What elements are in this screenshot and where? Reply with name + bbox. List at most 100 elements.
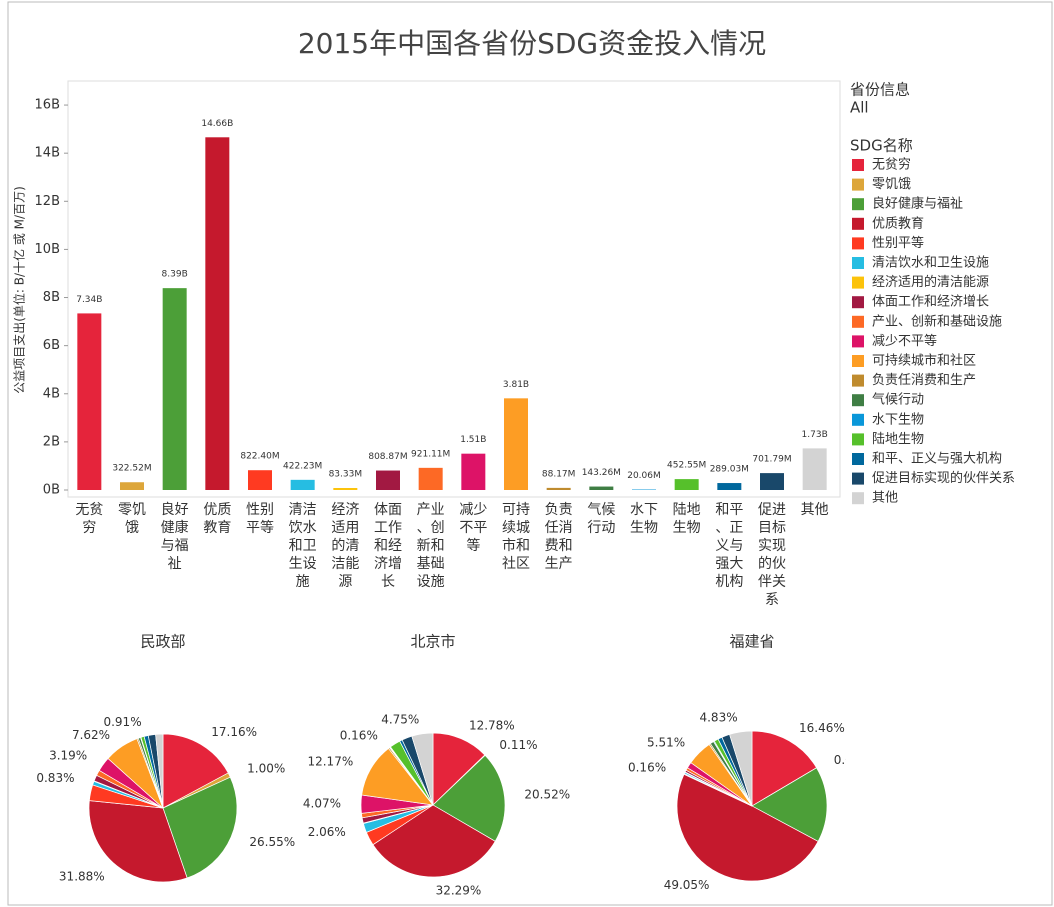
y-tick-label: 16B <box>35 98 60 113</box>
legend-title: SDG名称 <box>850 137 913 155</box>
legend-label: 产业、创新和基础设施 <box>872 313 1002 329</box>
pie-label: 16 <box>847 797 862 811</box>
pie-slice <box>432 754 506 842</box>
data-label: 1.51B <box>460 435 486 445</box>
bar <box>205 137 230 490</box>
legend-swatch <box>852 394 864 407</box>
data-label: 3.81B <box>503 380 529 390</box>
frame <box>7 1 1053 906</box>
legend-label: 零饥饿 <box>872 177 911 192</box>
bar <box>376 470 400 490</box>
pie-label: 17.16% <box>211 725 257 739</box>
legend-label: 性别平等 <box>872 235 924 251</box>
bar <box>760 473 784 490</box>
pie-label: 16.46% <box>799 721 845 735</box>
data-label: 289.03M <box>710 465 749 475</box>
legend-label: 良好健康与福祉 <box>872 196 963 212</box>
pie-label: 7.62% <box>72 728 110 742</box>
y-tick-label: 0B <box>43 483 60 498</box>
plot-frame <box>67 80 841 498</box>
y-tick-label: 12B <box>35 194 60 209</box>
bar <box>461 453 486 490</box>
legend-label: 减少不平等 <box>872 333 937 349</box>
x-tick-label: 负责任消费和生产 <box>545 502 573 572</box>
x-tick-label: 零饥饿 <box>118 502 146 536</box>
legend-swatch <box>852 257 864 269</box>
pie-label: 2.06% <box>308 825 346 839</box>
bar <box>504 398 528 490</box>
pie-label: 49.05% <box>664 878 710 892</box>
legend-swatch <box>852 374 864 387</box>
x-tick-label: 体面工作和经济增长 <box>374 502 402 590</box>
data-label: 20.06M <box>627 471 661 481</box>
bar <box>120 482 144 490</box>
x-tick-label: 良好健康与福祉 <box>161 502 189 572</box>
data-label: 808.87M <box>368 452 407 462</box>
pie-group: 16.46% 0.01 16 49.05% 0.16% 5.51% 4.83% <box>628 711 862 893</box>
bar <box>290 479 315 490</box>
data-label: 701.79M <box>752 455 791 465</box>
x-tick-label: 陆地生物 <box>673 502 701 536</box>
pie-slice <box>162 776 238 879</box>
legend-label: 可持续城市和社区 <box>872 353 976 369</box>
pie-slice <box>676 773 819 882</box>
x-tick-label: 经济适用的清洁能源 <box>331 502 359 590</box>
y-tick-label: 2B <box>43 434 60 449</box>
pie-label: 12.17% <box>307 755 353 769</box>
pie-slice <box>432 732 486 806</box>
pie-label: 12.78% <box>469 718 515 732</box>
legend-label: 水下生物 <box>872 412 924 427</box>
data-label: 7.34B <box>76 295 102 305</box>
pie-label: 0.11% <box>499 738 537 752</box>
x-tick-label: 水下生物 <box>630 502 658 536</box>
pie-slice <box>155 733 164 809</box>
legend-swatch <box>852 276 864 289</box>
data-label: 1.73B <box>802 430 828 440</box>
legend-swatch <box>852 217 864 230</box>
bar <box>333 487 358 490</box>
data-label: 322.52M <box>112 464 151 474</box>
bar <box>248 470 272 490</box>
legend-label: 优质教育 <box>872 215 924 231</box>
dashboard-title: 2015年中国各省份SDG资金投入情况 <box>298 27 766 60</box>
x-tick-label: 清洁饮水和卫生设施 <box>289 502 317 590</box>
y-tick-label: 10B <box>35 242 60 257</box>
y-tick-label: 6B <box>43 338 60 353</box>
pie-label: 4.07% <box>303 797 341 811</box>
x-tick-label: 性别平等 <box>246 502 274 536</box>
pie-label: 0.91% <box>103 715 141 729</box>
legend-swatch <box>852 335 864 348</box>
legend-label: 气候行动 <box>872 392 924 408</box>
legend-label: 经济适用的清洁能源 <box>872 274 989 290</box>
legend-label: 无贫穷 <box>872 157 911 173</box>
data-label: 8.39B <box>162 270 188 280</box>
data-label: 83.33M <box>329 469 363 479</box>
legend-label: 负责任消费和生产 <box>872 373 976 388</box>
filter-value[interactable]: All <box>850 99 869 117</box>
legend-label: 陆地生物 <box>872 431 924 447</box>
pie-label: 4.75% <box>381 712 419 726</box>
data-label: 921.11M <box>411 449 450 459</box>
x-tick-label: 其他 <box>801 502 829 518</box>
x-tick-label: 产业、创新和基础设施 <box>417 502 445 590</box>
pie-slice <box>372 804 496 878</box>
x-tick-label: 气候行动 <box>587 502 615 536</box>
pie-label: 20.52% <box>524 788 570 802</box>
pie-label: 0.16% <box>628 760 666 774</box>
x-tick-label: 优质教育 <box>203 502 231 536</box>
pie-label: 5.51% <box>647 735 685 749</box>
bar <box>546 487 571 490</box>
legend-label: 促进目标实现的伙伴关系 <box>872 470 1015 486</box>
x-tick-label: 减少不平等 <box>459 502 487 554</box>
bar <box>717 483 742 490</box>
pie-label: 3.19% <box>49 748 87 762</box>
data-label: 422.23M <box>283 461 322 471</box>
data-label: 452.55M <box>667 461 706 471</box>
pie-label: 0.16% <box>340 729 378 743</box>
x-tick-label: 促进目标实现的伙伴关系 <box>758 502 786 608</box>
pie-label: 26.55% <box>249 835 295 849</box>
y-axis-label: 公益项目支出(单位: B/十亿 或 M/百万) <box>12 186 27 394</box>
legend-swatch <box>852 413 864 426</box>
pie-slice <box>729 730 753 807</box>
